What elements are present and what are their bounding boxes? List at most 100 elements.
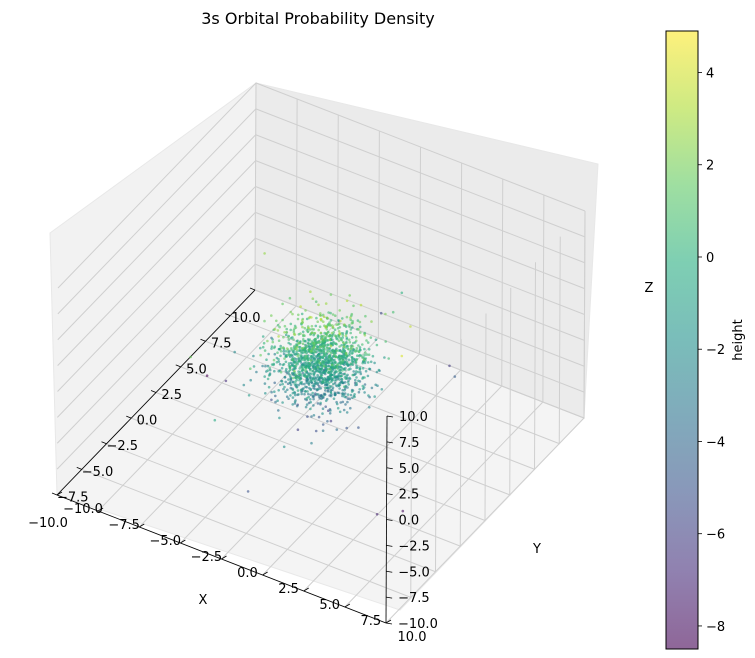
scatter-point (349, 344, 353, 348)
scatter-point (311, 359, 315, 363)
scatter-point (326, 346, 329, 350)
scatter-point (341, 369, 344, 372)
scatter-point (304, 405, 308, 409)
scatter-point (287, 338, 291, 341)
scatter-point (315, 356, 319, 359)
scatter-point (348, 353, 351, 357)
scatter-point (323, 382, 327, 385)
scatter-point (357, 344, 360, 347)
scatter-point (279, 383, 282, 387)
scatter-point (336, 363, 339, 367)
scatter-point (387, 357, 391, 360)
scatter-point (366, 374, 370, 378)
scatter-point (309, 393, 313, 397)
scatter-point (323, 354, 327, 357)
scatter-point (370, 320, 373, 323)
scatter-point (352, 370, 356, 373)
scatter-point (266, 377, 270, 381)
scatter-point (314, 324, 318, 328)
scatter-point (300, 350, 303, 353)
scatter-point (357, 379, 360, 383)
scatter-point (329, 409, 332, 412)
scatter-point (302, 333, 305, 337)
scatter-point (364, 369, 368, 373)
scatter-point (301, 365, 304, 369)
scatter-point (246, 490, 250, 493)
scatter-point (363, 347, 366, 351)
scatter-point (375, 343, 379, 347)
scatter-point (361, 384, 365, 388)
scatter-point (347, 348, 350, 351)
scatter-point (297, 359, 301, 363)
scatter-point (384, 312, 387, 316)
scatter-point (324, 336, 327, 339)
scatter-point (344, 403, 347, 406)
scatter-point (355, 358, 358, 362)
scatter-point (328, 375, 331, 378)
scatter-point (303, 372, 307, 376)
scatter-point (316, 365, 320, 369)
scatter-point (356, 370, 360, 374)
scatter-point (302, 387, 305, 390)
chart-title: 3s Orbital Probability Density (201, 9, 434, 28)
scatter-point (312, 367, 316, 371)
scatter-point (345, 330, 349, 333)
scatter-point (317, 355, 321, 358)
scatter-point (279, 344, 283, 348)
scatter-point (316, 370, 319, 373)
scatter-point (308, 362, 312, 365)
y-tick (385, 619, 392, 624)
scatter-point (317, 359, 320, 362)
scatter-point (368, 367, 371, 371)
scatter-point (306, 356, 309, 360)
scatter-point (282, 445, 286, 449)
scatter-point (317, 415, 321, 419)
scatter-point (319, 394, 322, 397)
scatter-point (307, 348, 310, 352)
scatter-point (282, 362, 286, 366)
scatter-point (279, 354, 282, 358)
scatter-point (264, 364, 267, 368)
scatter-point (338, 387, 341, 390)
scatter-point (343, 323, 346, 326)
scatter-point (310, 328, 314, 331)
scatter-point (321, 371, 325, 375)
scatter-point (314, 300, 318, 304)
scatter-point (284, 333, 288, 337)
scatter-point (304, 385, 307, 389)
scatter-point (329, 293, 333, 296)
scatter-point (274, 400, 277, 404)
scatter-point (271, 338, 274, 341)
y-tick (221, 555, 227, 560)
scatter-point (287, 350, 290, 354)
scatter-point (252, 354, 255, 358)
scatter-point (296, 339, 299, 343)
scatter-point (299, 305, 302, 308)
x-tick-label: 2.5 (161, 388, 182, 403)
scatter-point (350, 312, 354, 316)
scatter-point (358, 320, 362, 324)
z-tick (386, 544, 393, 547)
scatter-point (346, 400, 349, 404)
scatter-point (301, 325, 304, 329)
scatter-point (331, 326, 335, 329)
scatter-point (341, 333, 345, 337)
scatter-point (356, 354, 359, 358)
colorbar-gradient (666, 31, 698, 649)
scatter-point (289, 336, 293, 340)
scatter-point (337, 383, 340, 386)
z-tick (386, 467, 393, 470)
scatter-point (356, 319, 360, 322)
scatter-point (294, 380, 297, 384)
scatter-point (298, 367, 302, 370)
scatter-point (334, 355, 338, 359)
scatter-point (305, 403, 309, 406)
scatter-point (365, 339, 368, 342)
scatter-point (268, 366, 272, 370)
scatter-point (325, 383, 329, 386)
y-tick (303, 587, 309, 592)
scatter-points (189, 252, 457, 516)
scatter-point (363, 376, 366, 379)
scatter-point (303, 392, 306, 396)
